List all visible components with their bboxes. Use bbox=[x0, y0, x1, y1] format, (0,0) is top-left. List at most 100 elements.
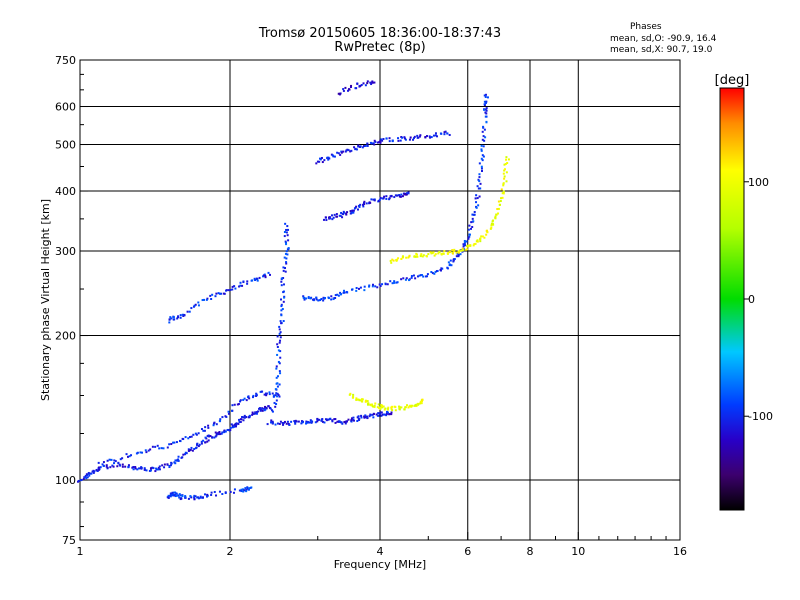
echo-point bbox=[284, 222, 287, 225]
echo-point bbox=[484, 108, 487, 111]
echo-point bbox=[239, 420, 242, 423]
echo-point bbox=[281, 308, 284, 311]
echo-point bbox=[471, 217, 474, 220]
echo-point bbox=[401, 195, 404, 198]
echo-point bbox=[264, 276, 267, 279]
echo-point bbox=[158, 468, 161, 471]
echo-point bbox=[105, 465, 108, 468]
echo-point bbox=[97, 466, 100, 469]
echo-point bbox=[168, 466, 171, 469]
echo-point bbox=[105, 464, 108, 467]
echo-point bbox=[204, 441, 207, 444]
echo-point bbox=[271, 410, 274, 413]
echo-point bbox=[354, 147, 357, 150]
echo-point bbox=[422, 254, 425, 257]
echo-point bbox=[350, 211, 353, 214]
y-tick-label: 750 bbox=[55, 54, 76, 67]
echo-point bbox=[354, 87, 357, 90]
echo-point bbox=[457, 255, 460, 258]
echo-point bbox=[414, 277, 417, 280]
echo-point bbox=[336, 420, 339, 423]
echo-point bbox=[121, 463, 124, 466]
echo-point bbox=[172, 441, 175, 444]
echo-point bbox=[500, 188, 503, 191]
echo-point bbox=[279, 372, 282, 375]
echo-point bbox=[279, 336, 282, 339]
echo-point bbox=[366, 144, 369, 147]
echo-point bbox=[331, 218, 334, 221]
echo-point bbox=[405, 277, 408, 280]
echo-point bbox=[187, 437, 190, 440]
echo-point bbox=[182, 453, 185, 456]
echo-point bbox=[302, 296, 305, 299]
echo-point bbox=[280, 298, 283, 301]
echo-point bbox=[414, 255, 417, 258]
echo-point bbox=[379, 406, 382, 409]
echo-point bbox=[448, 263, 451, 266]
echo-point bbox=[495, 213, 498, 216]
echo-point bbox=[424, 136, 427, 139]
echo-point bbox=[429, 136, 432, 139]
echo-point bbox=[386, 411, 389, 414]
echo-point bbox=[130, 454, 133, 457]
echo-point bbox=[413, 255, 416, 258]
echo-point bbox=[360, 400, 363, 403]
echo-point bbox=[354, 206, 357, 209]
echo-point bbox=[211, 436, 214, 439]
echo-point bbox=[158, 465, 161, 468]
echo-point bbox=[86, 476, 89, 479]
echo-point bbox=[343, 420, 346, 423]
echo-point bbox=[249, 486, 252, 489]
echo-point bbox=[173, 491, 176, 494]
echo-point bbox=[169, 495, 172, 498]
echo-point bbox=[501, 192, 504, 195]
echo-point bbox=[148, 469, 151, 472]
echo-point bbox=[485, 233, 488, 236]
echo-point bbox=[350, 418, 353, 421]
echo-point bbox=[388, 413, 391, 416]
echo-point bbox=[173, 318, 176, 321]
echo-point bbox=[229, 426, 232, 429]
echo-point bbox=[476, 239, 479, 242]
echo-point bbox=[344, 422, 347, 425]
echo-point bbox=[221, 431, 224, 434]
echo-point bbox=[466, 248, 469, 251]
echo-point bbox=[322, 218, 325, 221]
echo-point bbox=[350, 84, 353, 87]
echo-point bbox=[375, 413, 378, 416]
echo-point bbox=[364, 144, 367, 147]
echo-point bbox=[457, 252, 460, 255]
echo-point bbox=[377, 412, 380, 415]
echo-point bbox=[255, 393, 258, 396]
echo-point bbox=[449, 259, 452, 262]
echo-point bbox=[259, 390, 262, 393]
echo-point bbox=[378, 283, 381, 286]
echo-point bbox=[357, 287, 360, 290]
echo-point bbox=[341, 216, 344, 219]
echo-point bbox=[505, 171, 508, 174]
echo-point bbox=[376, 286, 379, 289]
echo-point bbox=[360, 416, 363, 419]
echo-point bbox=[443, 131, 446, 134]
echo-point bbox=[209, 435, 212, 438]
echo-point bbox=[331, 419, 334, 422]
echo-point bbox=[461, 247, 464, 250]
echo-point bbox=[282, 291, 285, 294]
echo-point bbox=[188, 310, 191, 313]
echo-point bbox=[356, 208, 359, 211]
echo-point bbox=[242, 280, 245, 283]
echo-point bbox=[193, 496, 196, 499]
echo-point bbox=[284, 240, 287, 243]
echo-point bbox=[218, 292, 221, 295]
echo-point bbox=[394, 406, 397, 409]
echo-point bbox=[182, 438, 185, 441]
echo-point bbox=[446, 266, 449, 269]
echo-point bbox=[270, 421, 273, 424]
echo-point bbox=[195, 433, 198, 436]
echo-point bbox=[431, 272, 434, 275]
echo-point bbox=[246, 280, 249, 283]
echo-point bbox=[244, 487, 247, 490]
echo-point bbox=[151, 466, 154, 469]
echo-point bbox=[324, 216, 327, 219]
echo-point bbox=[302, 295, 305, 298]
